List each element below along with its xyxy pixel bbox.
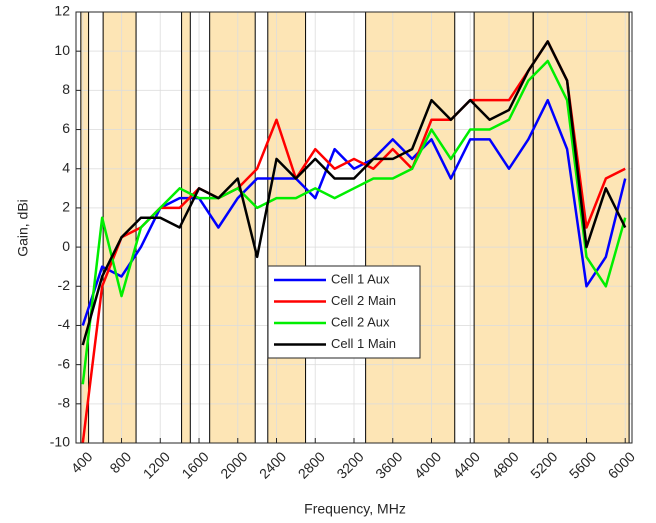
series-line xyxy=(81,59,627,385)
shaded-band xyxy=(474,12,534,443)
legend-label: Cell 1 Aux xyxy=(331,271,390,286)
y-tick-label: 10 xyxy=(54,42,70,58)
x-tick-label: 2000 xyxy=(217,448,250,481)
x-tick-label: 4800 xyxy=(488,448,521,481)
series-line xyxy=(81,98,627,326)
x-tick-label: 2800 xyxy=(295,448,328,481)
shaded-band xyxy=(365,12,455,443)
legend-label: Cell 2 Main xyxy=(331,293,396,308)
x-tick-label: 4000 xyxy=(411,448,444,481)
legend-label: Cell 2 Aux xyxy=(331,314,390,329)
x-tick-label: 800 xyxy=(106,448,134,476)
x-tick-label: 2400 xyxy=(256,448,289,481)
x-tick-label: 1600 xyxy=(178,448,211,481)
y-tick-label: 12 xyxy=(54,3,70,19)
x-tick-label: 5600 xyxy=(566,448,599,481)
legend: Cell 1 Aux Cell 2 Main Cell 2 Aux Cell 1 Ma… xyxy=(267,265,421,359)
series-line xyxy=(81,40,627,346)
shaded-band xyxy=(267,12,306,443)
plot-frame xyxy=(75,11,633,444)
y-tick-label: -4 xyxy=(58,316,71,332)
x-tick-label: 6000 xyxy=(605,448,638,481)
x-axis-label: Frequency, MHz xyxy=(304,501,406,517)
y-tick-label: 0 xyxy=(62,238,70,254)
y-tick-label: -2 xyxy=(58,277,71,293)
y-tick-label: -8 xyxy=(58,395,71,411)
y-tick-label: -10 xyxy=(50,434,70,450)
x-tick-label: 1200 xyxy=(140,448,173,481)
x-tick-label: 4400 xyxy=(450,448,483,481)
y-tick-label: 8 xyxy=(62,81,70,97)
y-tick-label: 4 xyxy=(62,159,70,175)
shaded-band xyxy=(181,12,191,443)
legend-label: Cell 1 Main xyxy=(331,336,396,351)
y-tick-label: 2 xyxy=(62,199,70,215)
y-tick-label: 6 xyxy=(62,120,70,136)
x-tick-label: 3200 xyxy=(333,448,366,481)
x-tick-label: 3600 xyxy=(372,448,405,481)
y-axis-label: Gain, dBi xyxy=(15,199,31,257)
shaded-band xyxy=(209,12,256,443)
shaded-band xyxy=(80,12,89,443)
y-tick-label: -6 xyxy=(58,355,71,371)
x-tick-label: 400 xyxy=(68,448,96,476)
x-tick-label: 5200 xyxy=(527,448,560,481)
legend-box xyxy=(267,265,421,359)
